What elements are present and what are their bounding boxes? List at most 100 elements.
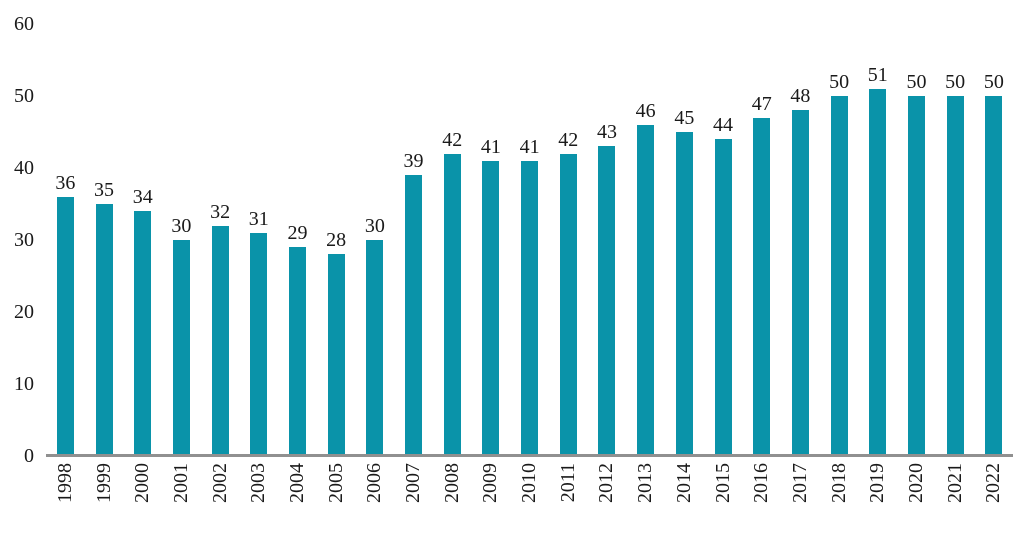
x-tick-label: 2006 <box>363 463 386 503</box>
x-tick-label: 2015 <box>711 463 734 503</box>
bar <box>366 240 384 456</box>
x-tick-label: 2020 <box>904 463 927 503</box>
y-tick-label: 50 <box>14 85 34 107</box>
x-tick-label: 2016 <box>750 463 773 503</box>
bar-slot: 34 <box>123 186 162 456</box>
x-tick-label: 2004 <box>285 463 308 503</box>
bar-value-label: 45 <box>674 107 695 129</box>
x-tick-label: 2012 <box>595 463 618 503</box>
bar-slot: 31 <box>239 208 278 456</box>
bar <box>482 160 500 456</box>
bar-slot: 30 <box>162 215 201 456</box>
bar <box>559 153 577 456</box>
bar-value-label: 30 <box>171 215 192 237</box>
bar-value-label: 46 <box>635 99 656 122</box>
x-tick-label: 2011 <box>556 463 579 503</box>
bar <box>250 232 268 456</box>
bar-value-label: 44 <box>713 114 734 137</box>
bar <box>714 139 732 456</box>
x-tick-label: 2001 <box>169 463 192 503</box>
bar <box>869 88 887 456</box>
x-tick-label: 2021 <box>943 463 966 503</box>
bar-value-label: 50 <box>945 71 966 93</box>
bar-value-label: 43 <box>596 121 617 144</box>
bar-slot: 29 <box>278 222 317 456</box>
bar-slot: 47 <box>742 93 781 456</box>
bar-value-label: 34 <box>132 186 153 209</box>
bar-value-label: 32 <box>210 200 231 223</box>
bar-value-label: 36 <box>55 171 76 194</box>
bar-slot: 48 <box>781 85 820 456</box>
x-tick-label: 2008 <box>440 463 463 503</box>
bar-value-label: 31 <box>248 207 269 230</box>
bar-slot: 42 <box>433 129 472 456</box>
bar <box>172 240 190 456</box>
bar <box>443 153 461 456</box>
bar <box>288 247 306 456</box>
bar-slot: 28 <box>317 229 356 456</box>
bar-slot: 50 <box>975 71 1013 456</box>
x-tick-label: 2002 <box>208 463 231 503</box>
x-tick-label: 2009 <box>479 463 502 503</box>
bar-slot: 46 <box>626 100 665 456</box>
bar-value-label: 28 <box>326 229 347 252</box>
bar-value-label: 50 <box>906 71 927 93</box>
bar-value-label: 50 <box>983 71 1004 93</box>
bar-slot: 36 <box>46 172 85 456</box>
bar <box>830 96 848 456</box>
bar-value-label: 42 <box>442 128 463 151</box>
x-tick-label: 2007 <box>402 463 425 503</box>
bar-slot: 45 <box>665 107 704 456</box>
bar <box>791 110 809 456</box>
x-tick-label: 2013 <box>634 463 657 503</box>
x-tick-label: 2014 <box>672 463 695 503</box>
bar-value-label: 41 <box>519 135 540 158</box>
bar-slot: 35 <box>85 179 124 456</box>
x-tick-label: 2018 <box>827 463 850 503</box>
y-tick-label: 0 <box>24 445 34 467</box>
bar-slot: 50 <box>897 71 936 456</box>
x-tick-label: 2022 <box>982 463 1005 503</box>
bar-slot: 30 <box>356 215 395 456</box>
bar <box>521 160 539 456</box>
bar-value-label: 35 <box>94 179 115 201</box>
bar-slot: 43 <box>588 121 627 456</box>
bar-value-label: 48 <box>790 85 811 108</box>
bar <box>134 211 152 456</box>
x-tick-label: 2000 <box>131 463 154 503</box>
bar-slot: 44 <box>704 114 743 456</box>
y-tick-label: 40 <box>14 157 34 179</box>
y-axis-labels: 0 10 20 30 40 50 60 <box>0 0 36 533</box>
bar-value-label: 51 <box>867 63 888 86</box>
x-tick-label: 1999 <box>92 463 115 503</box>
y-tick-label: 60 <box>14 13 34 35</box>
bar-value-label: 42 <box>558 128 579 151</box>
bars-row: 36 35 34 30 32 31 29 28 30 39 42 41 41 42 43 46 45 44 47 48… <box>46 24 1013 456</box>
bar <box>675 132 693 456</box>
bar <box>907 96 925 456</box>
y-tick-label: 30 <box>14 229 34 251</box>
x-tick-label: 2005 <box>324 463 347 503</box>
y-tick-label: 20 <box>14 301 34 323</box>
bar-value-label: 41 <box>480 135 501 158</box>
bar <box>985 96 1003 456</box>
bar <box>637 124 655 456</box>
bar <box>56 196 74 456</box>
bar <box>405 175 423 456</box>
bar <box>211 225 229 456</box>
bar-slot: 39 <box>394 150 433 456</box>
bar-value-label: 30 <box>364 215 385 237</box>
bar <box>753 117 771 456</box>
x-axis-line <box>46 454 1013 457</box>
x-tick-label: 2017 <box>788 463 811 503</box>
bar-slot: 42 <box>549 129 588 456</box>
bar-slot: 32 <box>201 201 240 456</box>
bar <box>946 96 964 456</box>
bar-slot: 50 <box>936 71 975 456</box>
bar-slot: 41 <box>472 136 511 456</box>
x-tick-label: 2003 <box>247 463 270 503</box>
x-axis-labels: 1998 1999 2000 2001 2002 2003 2004 2005 2006 2007… <box>46 463 1013 503</box>
bar-slot: 50 <box>820 71 859 456</box>
bar-value-label: 47 <box>751 92 772 115</box>
